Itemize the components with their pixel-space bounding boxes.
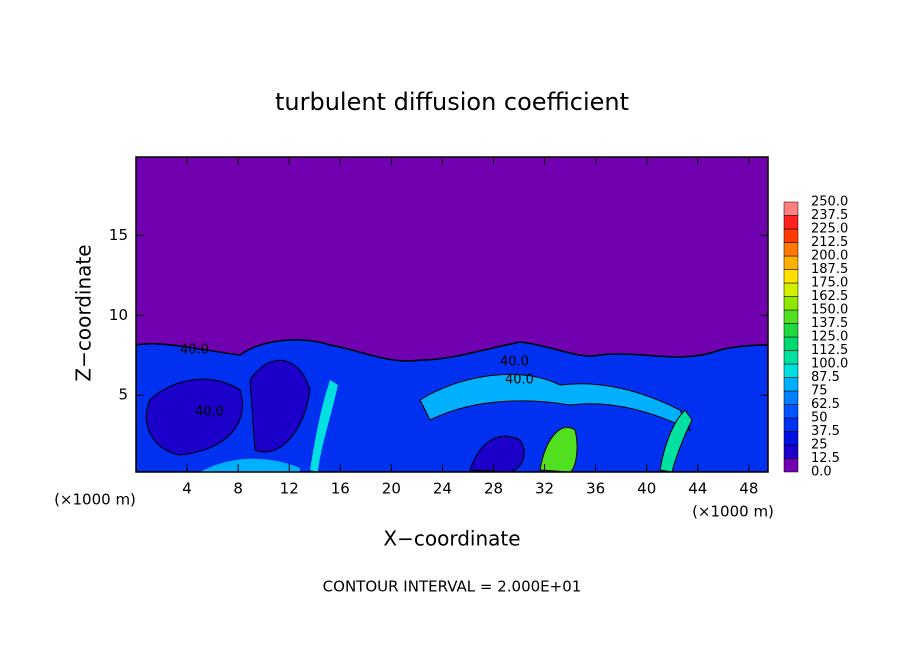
colorbar-box — [783, 269, 799, 284]
x-tick-label: 28 — [484, 480, 503, 498]
colorbar-box — [783, 282, 799, 297]
y-tick-label: 10 — [109, 306, 128, 324]
colorbar-label: 150.0 — [811, 303, 848, 318]
x-axis-label: X−coordinate — [383, 527, 520, 551]
x-tick-label: 44 — [688, 480, 707, 498]
colorbar-box — [783, 431, 799, 446]
colorbar-box — [783, 215, 799, 230]
colorbar-label: 250.0 — [811, 195, 848, 210]
x-tick-label: 8 — [233, 480, 243, 498]
x-tick-label: 32 — [535, 480, 554, 498]
y-axis-label: Z−coordinate — [72, 244, 96, 381]
colorbar-label: 87.5 — [811, 370, 840, 385]
colorbar-box — [783, 255, 799, 270]
colorbar-box — [783, 363, 799, 378]
colorbar-label: 62.5 — [811, 397, 840, 412]
x-tick-label: 12 — [280, 480, 299, 498]
colorbar-box — [783, 350, 799, 365]
contour-label: 40.0 — [505, 373, 534, 388]
contour-label: 40.0 — [195, 405, 224, 420]
colorbar-label: 37.5 — [811, 424, 840, 439]
colorbar-box — [783, 323, 799, 338]
colorbar-label: 137.5 — [811, 316, 848, 331]
x-tick-label: 40 — [637, 480, 656, 498]
colorbar-label: 0.0 — [811, 465, 832, 480]
colorbar-label: 225.0 — [811, 222, 848, 237]
colorbar-label: 12.5 — [811, 451, 840, 466]
chart-title: turbulent diffusion coefficient — [275, 88, 629, 116]
colorbar-label: 162.5 — [811, 289, 848, 304]
footnote: CONTOUR INTERVAL = 2.000E+01 — [323, 578, 582, 596]
x-tick-label: 4 — [182, 480, 192, 498]
colorbar-box — [783, 336, 799, 351]
colorbar-label: 237.5 — [811, 208, 848, 223]
colorbar-box — [783, 201, 799, 216]
plot-frame — [135, 156, 769, 473]
colorbar-box — [783, 228, 799, 243]
colorbar-label: 175.0 — [811, 276, 848, 291]
x-tick-label: 16 — [331, 480, 350, 498]
colorbar-label: 125.0 — [811, 330, 848, 345]
contour-label: 40.0 — [180, 343, 209, 358]
colorbar-label: 187.5 — [811, 262, 848, 277]
colorbar-box — [783, 309, 799, 324]
colorbar-box — [783, 444, 799, 459]
x-tick-label: 36 — [586, 480, 605, 498]
colorbar-box — [783, 458, 799, 473]
colorbar-label: 200.0 — [811, 249, 848, 264]
colorbar-label: 75 — [811, 384, 828, 399]
x-unit-label: (×1000 m) — [692, 503, 774, 521]
colorbar-label: 25 — [811, 438, 828, 453]
colorbar-label: 100.0 — [811, 357, 848, 372]
colorbar-box — [783, 377, 799, 392]
y-tick-label: 15 — [109, 226, 128, 244]
colorbar-box — [783, 242, 799, 257]
colorbar-label: 112.5 — [811, 343, 848, 358]
x-tick-label: 24 — [433, 480, 452, 498]
colorbar-box — [783, 417, 799, 432]
colorbar-label: 212.5 — [811, 235, 848, 250]
x-unit-label: (×1000 m) — [54, 491, 136, 509]
field — [136, 157, 768, 472]
colorbar-box — [783, 404, 799, 419]
contour-label: 40.0 — [500, 355, 529, 370]
y-tick-label: 5 — [118, 386, 128, 404]
colorbar-label: 50 — [811, 411, 828, 426]
colorbar-box — [783, 296, 799, 311]
colorbar-box — [783, 390, 799, 405]
x-tick-label: 20 — [382, 480, 401, 498]
x-tick-label: 48 — [739, 480, 758, 498]
